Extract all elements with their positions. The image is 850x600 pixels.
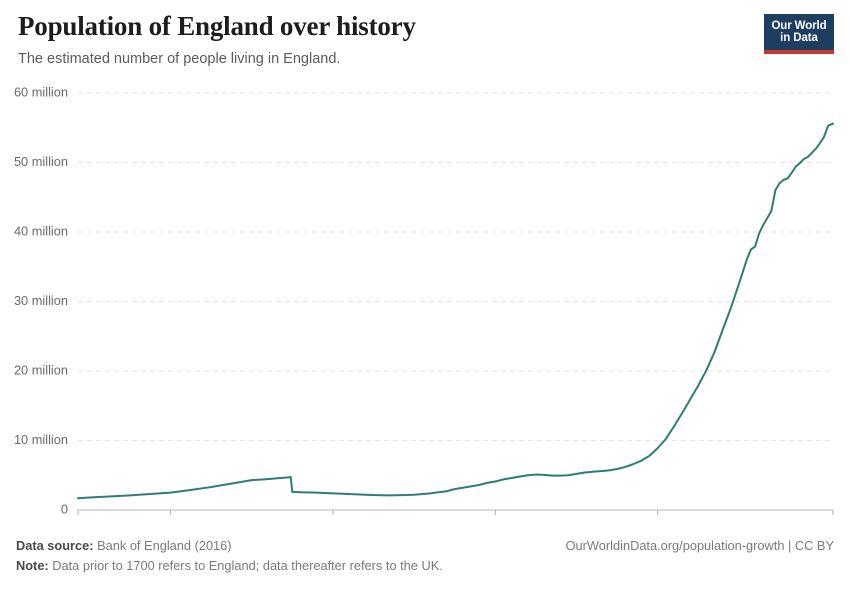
logo-line-2: in Data (780, 32, 818, 44)
note-value: Data prior to 1700 refers to England; da… (52, 558, 443, 573)
line-chart-svg: 0 10 million 20 million 30 million 40 millio… (14, 85, 834, 515)
y-axis-tick-label: 50 million (14, 154, 68, 169)
y-axis-tick-label: 0 (61, 501, 68, 515)
y-axis-tick-label: 60 million (14, 85, 68, 99)
y-axis-labels-group: 0 10 million 20 million 30 million 40 millio… (14, 85, 68, 515)
data-source-label: Data source: (16, 538, 94, 553)
attribution-link[interactable]: OurWorldinData.org/population-growth | C… (565, 538, 834, 553)
chart-note: Note: Data prior to 1700 refers to Engla… (16, 556, 443, 576)
population-line-series (77, 122, 834, 500)
footer-row-source: Data source: Bank of England (2016) OurW… (16, 536, 834, 556)
data-source-value: Bank of England (2016) (97, 538, 232, 553)
chart-header: Population of England over history The e… (18, 11, 832, 68)
plot-area: 0 10 million 20 million 30 million 40 millio… (0, 85, 850, 515)
note-label: Note: (16, 558, 49, 573)
chart-footer: Data source: Bank of England (2016) OurW… (16, 536, 834, 576)
y-axis-tick-label: 10 million (14, 432, 68, 447)
data-source: Data source: Bank of England (2016) (16, 536, 232, 556)
our-world-in-data-logo[interactable]: Our World in Data (764, 14, 834, 54)
y-axis-tick-label: 40 million (14, 223, 68, 238)
logo-line-1: Our World (771, 20, 827, 32)
gridlines-group (78, 92, 833, 442)
x-axis-group (77, 509, 834, 515)
chart-subtitle: The estimated number of people living in… (18, 50, 341, 67)
y-axis-tick-label: 30 million (14, 293, 68, 308)
page-title: Population of England over history (18, 11, 416, 41)
y-axis-tick-label: 20 million (14, 362, 68, 377)
footer-row-note: Note: Data prior to 1700 refers to Engla… (16, 556, 834, 576)
